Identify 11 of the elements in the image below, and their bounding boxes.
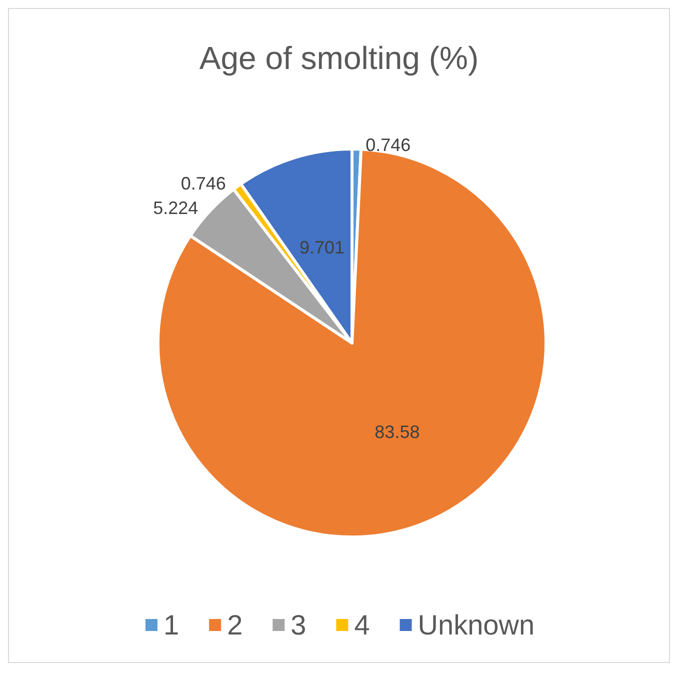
legend-label: 1 (163, 610, 180, 640)
chart-title: Age of smolting (%) (199, 40, 479, 76)
data-label: 9.701 (299, 238, 345, 258)
legend-label: 2 (227, 610, 243, 640)
legend-label: 4 (354, 610, 370, 640)
data-label: 0.746 (180, 173, 226, 194)
data-label: 5.224 (153, 198, 198, 218)
legend-label: 3 (290, 610, 306, 640)
data-label: 0.746 (366, 135, 411, 156)
data-label: 83.58 (374, 422, 420, 442)
legend-label: Unknown (418, 610, 535, 640)
